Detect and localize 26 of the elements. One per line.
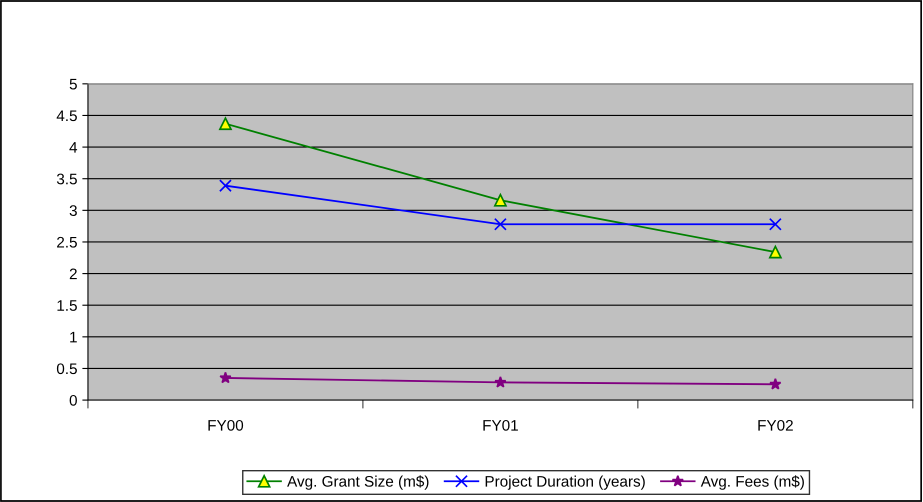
- y-tick-label: 4.5: [56, 110, 77, 122]
- point: [219, 179, 232, 192]
- y-tick-label: 2: [70, 268, 77, 280]
- point: [768, 218, 782, 231]
- x-tick-label: FY01: [483, 420, 518, 431]
- y-tick-label: 0.5: [56, 363, 77, 374]
- y-tick-label: 3: [70, 205, 77, 216]
- point: [494, 218, 507, 231]
- y-tick-label: 1.5: [57, 300, 77, 311]
- point: [494, 194, 507, 207]
- point: [219, 372, 232, 384]
- point: [219, 117, 232, 130]
- point: [494, 376, 507, 388]
- point: [768, 246, 782, 258]
- x-tick-label: FY02: [758, 420, 793, 431]
- point: [769, 378, 782, 390]
- y-tick-label: 1: [70, 332, 77, 342]
- y-tick-label: 4: [69, 142, 78, 153]
- y-tick-label: 0: [70, 394, 77, 406]
- legend-label: Avg. Grant Size (m$): [287, 475, 428, 490]
- legend-label: Project Duration (years): [486, 476, 645, 490]
- x-tick-label: FY00: [208, 420, 244, 431]
- y-tick-label: 5: [70, 78, 77, 90]
- y-tick-label: 3.5: [56, 174, 77, 184]
- legend-label: Avg. Fees (m$): [700, 475, 804, 490]
- y-tick-label: 2.5: [57, 236, 77, 248]
